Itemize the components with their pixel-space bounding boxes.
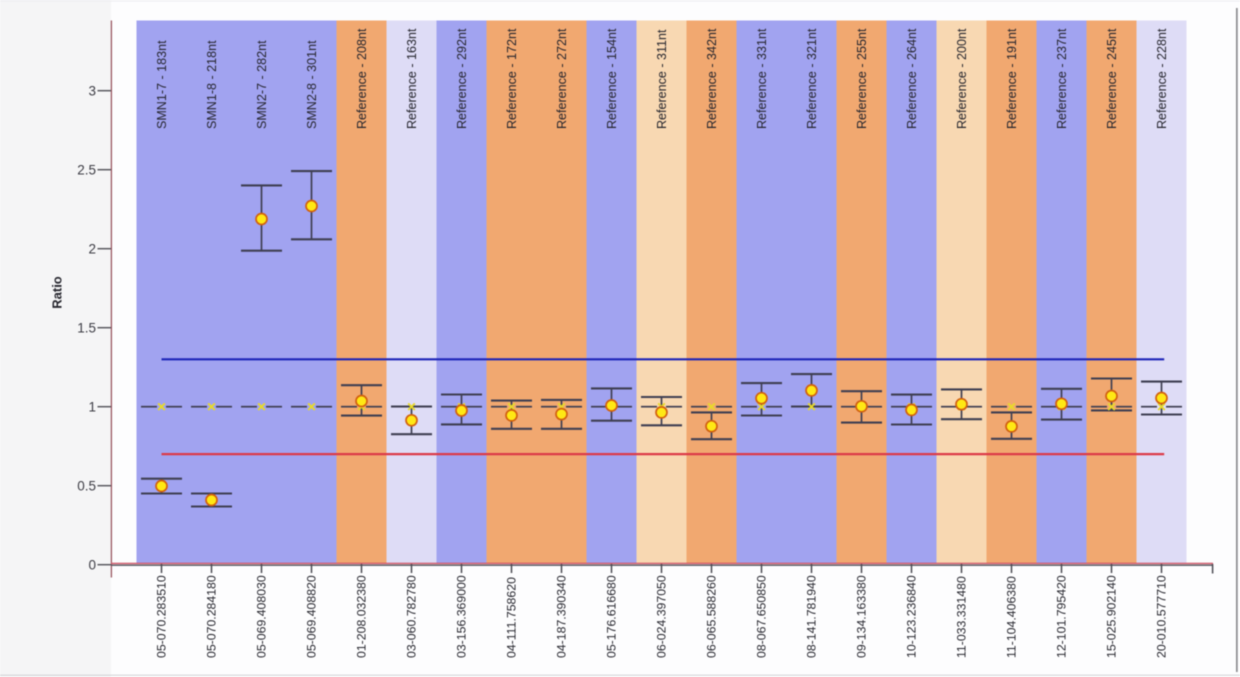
svg-text:Reference - 255nt: Reference - 255nt: [855, 28, 869, 129]
svg-text:2: 2: [88, 241, 96, 256]
svg-text:Reference - 245nt: Reference - 245nt: [1105, 28, 1119, 129]
svg-text:20-010.577710: 20-010.577710: [1155, 575, 1169, 658]
svg-text:Ratio: Ratio: [50, 276, 65, 309]
svg-text:Reference - 321nt: Reference - 321nt: [805, 28, 819, 129]
svg-text:15-025.902140: 15-025.902140: [1105, 575, 1119, 658]
svg-text:12-101.795420: 12-101.795420: [1055, 575, 1069, 658]
svg-text:04-187.390340: 04-187.390340: [555, 575, 569, 658]
svg-text:1.5: 1.5: [77, 320, 96, 335]
svg-text:Reference - 264nt: Reference - 264nt: [905, 28, 919, 129]
svg-text:06-065.588260: 06-065.588260: [705, 575, 719, 658]
svg-text:Reference - 237nt: Reference - 237nt: [1055, 28, 1069, 129]
svg-text:Reference - 200nt: Reference - 200nt: [955, 28, 969, 129]
svg-text:Reference - 228nt: Reference - 228nt: [1155, 28, 1169, 129]
svg-text:Reference - 208nt: Reference - 208nt: [355, 28, 369, 129]
svg-text:01-208.032380: 01-208.032380: [355, 575, 369, 658]
svg-text:Reference - 292nt: Reference - 292nt: [455, 28, 469, 129]
svg-text:0.5: 0.5: [77, 478, 96, 493]
svg-text:08-141.781940: 08-141.781940: [805, 575, 819, 658]
svg-text:SMN2-8 - 301nt: SMN2-8 - 301nt: [305, 40, 319, 129]
svg-text:Reference - 342nt: Reference - 342nt: [705, 28, 719, 129]
svg-text:03-156.369000: 03-156.369000: [455, 575, 469, 658]
svg-text:11-033.331480: 11-033.331480: [955, 576, 969, 658]
svg-text:Reference - 331nt: Reference - 331nt: [755, 28, 769, 129]
svg-text:Reference - 311nt: Reference - 311nt: [655, 29, 669, 129]
svg-text:SMN2-7 - 282nt: SMN2-7 - 282nt: [255, 40, 269, 129]
svg-text:05-069.408820: 05-069.408820: [305, 575, 319, 658]
svg-text:08-067.650850: 08-067.650850: [755, 575, 769, 658]
svg-text:1: 1: [88, 399, 96, 414]
svg-text:Reference - 163nt: Reference - 163nt: [405, 28, 419, 129]
svg-text:05-070.284180: 05-070.284180: [205, 575, 219, 658]
svg-text:10-123.236840: 10-123.236840: [905, 575, 919, 658]
svg-text:03-060.782780: 03-060.782780: [405, 575, 419, 658]
svg-text:Reference - 272nt: Reference - 272nt: [555, 28, 569, 129]
svg-text:05-176.616680: 05-176.616680: [605, 575, 619, 658]
svg-text:Reference - 154nt: Reference - 154nt: [605, 28, 619, 129]
svg-text:3: 3: [88, 83, 96, 98]
svg-text:06-024.397050: 06-024.397050: [655, 575, 669, 658]
svg-text:2.5: 2.5: [77, 162, 96, 177]
svg-text:05-070.283510: 05-070.283510: [155, 575, 169, 658]
svg-text:11-104.406380: 11-104.406380: [1005, 576, 1019, 658]
svg-text:0: 0: [88, 557, 96, 572]
svg-text:04-111.758620: 04-111.758620: [505, 577, 519, 658]
svg-text:Reference - 172nt: Reference - 172nt: [505, 28, 519, 129]
svg-text:09-134.163380: 09-134.163380: [855, 575, 869, 658]
svg-text:Reference - 191nt: Reference - 191nt: [1005, 28, 1019, 129]
svg-text:SMN1-7 - 183nt: SMN1-7 - 183nt: [155, 40, 169, 129]
svg-text:SMN1-8 - 218nt: SMN1-8 - 218nt: [205, 40, 219, 129]
svg-text:05-069.408030: 05-069.408030: [255, 575, 269, 658]
